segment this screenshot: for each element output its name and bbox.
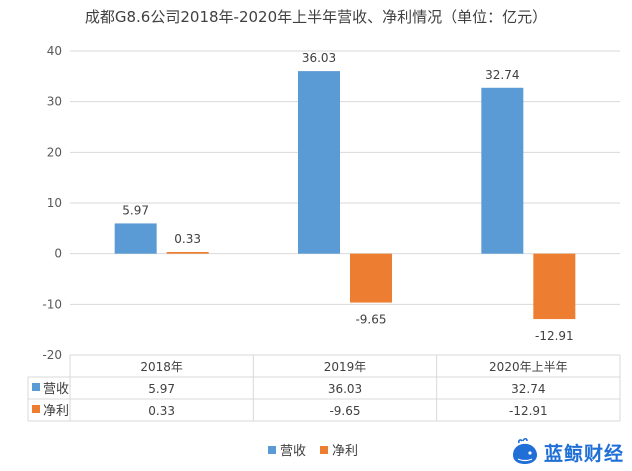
y-axis: 40 30 20 10 0 -10 -20 xyxy=(42,44,62,362)
gridlines xyxy=(70,50,620,356)
data-label: 0.33 xyxy=(174,232,201,246)
category-label: 2019年 xyxy=(324,360,367,374)
bars xyxy=(114,71,576,320)
data-label: 32.74 xyxy=(485,68,519,82)
legend-swatch xyxy=(268,446,276,454)
bar xyxy=(481,87,524,254)
watermark: 蓝鲸财经 xyxy=(510,436,624,468)
bar xyxy=(166,251,209,254)
table-cell: 5.97 xyxy=(148,382,175,396)
y-tick-label: 20 xyxy=(47,145,62,159)
y-tick-label: 0 xyxy=(54,247,62,261)
bar xyxy=(298,71,340,254)
legend-key xyxy=(32,383,40,391)
bar xyxy=(350,253,392,303)
table-cell: -12.91 xyxy=(509,404,548,418)
category-label: 2020年上半年 xyxy=(489,360,568,374)
bar xyxy=(533,253,576,320)
y-tick-label: 10 xyxy=(47,196,62,210)
data-label: -12.91 xyxy=(535,329,574,343)
table-cell: 32.74 xyxy=(511,382,545,396)
whale-icon xyxy=(513,437,537,464)
series-name: 净利 xyxy=(43,404,69,419)
y-tick-label: 30 xyxy=(47,95,62,109)
data-label: 36.03 xyxy=(302,51,336,65)
bar xyxy=(114,223,157,254)
data-table: 2018年 2019年 2020年上半年营收 5.97 36.03 32.74 净利 0.33… xyxy=(27,355,621,422)
table-cell: -9.65 xyxy=(329,404,360,418)
series-name: 营收 xyxy=(43,382,69,397)
watermark-text: 蓝鲸财经 xyxy=(544,442,625,465)
y-tick-label: -20 xyxy=(42,348,62,362)
legend-label: 营收 xyxy=(280,444,306,459)
y-tick-label: 40 xyxy=(47,44,62,58)
table-cell: 36.03 xyxy=(328,382,362,396)
category-label: 2018年 xyxy=(140,360,183,374)
legend-label: 净利 xyxy=(332,444,358,459)
chart-title: 成都G8.6公司2018年-2020年上半年营收、净利情况（单位：亿元） xyxy=(85,8,547,26)
table-cell: 0.33 xyxy=(148,404,175,418)
y-tick-label: -10 xyxy=(42,297,62,311)
legend-swatch xyxy=(320,446,328,454)
data-label: 5.97 xyxy=(122,203,149,217)
legend-key xyxy=(32,405,40,413)
legend: 营收 净利 xyxy=(268,444,358,459)
data-labels: 5.97 0.33 36.03 -9.65 32.74 -12.91 xyxy=(122,51,573,343)
data-label: -9.65 xyxy=(355,313,386,327)
